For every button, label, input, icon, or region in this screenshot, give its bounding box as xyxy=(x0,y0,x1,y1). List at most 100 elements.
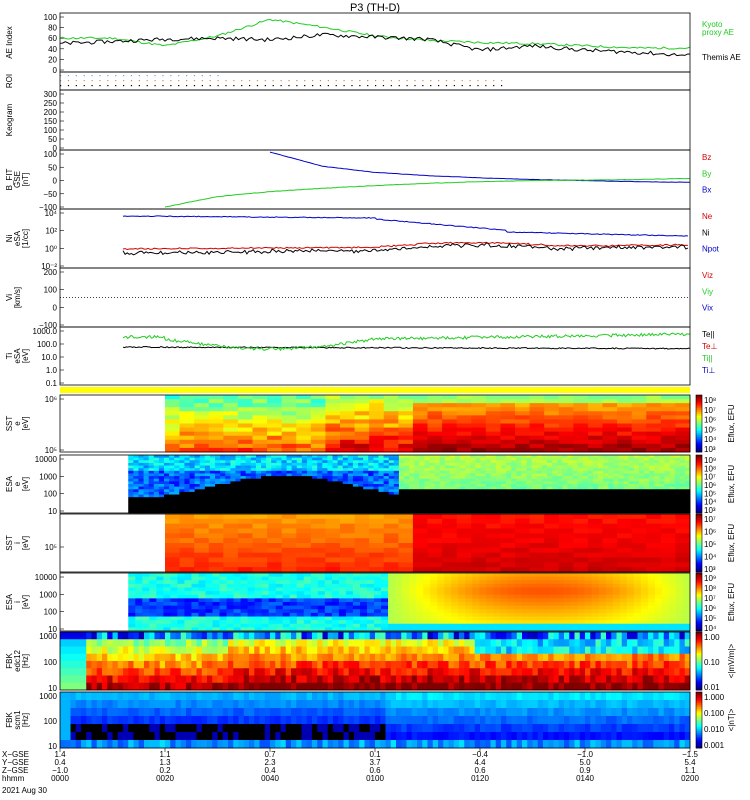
spectro-cell xyxy=(402,620,410,625)
spectro-cell xyxy=(521,476,527,480)
spectro-cell xyxy=(138,465,144,469)
spectro-cell xyxy=(179,419,195,424)
spectro-cell xyxy=(598,476,604,480)
spectro-cell xyxy=(337,494,344,498)
spectro-cell xyxy=(138,455,144,459)
spectro-cell xyxy=(267,557,283,563)
spectro-cell xyxy=(153,465,160,469)
spectro-cell xyxy=(521,594,529,599)
spectro-cell xyxy=(177,627,185,632)
spectro-cell xyxy=(649,460,655,464)
spectro-cell xyxy=(133,476,139,480)
roi-dot xyxy=(154,80,156,82)
spectro-cell xyxy=(383,528,399,534)
spectro-cell xyxy=(584,602,593,607)
roi-dot xyxy=(123,80,125,82)
spectro-cell xyxy=(369,567,385,573)
spectro-cell xyxy=(381,612,389,617)
spectro-cell xyxy=(619,627,628,632)
spectro-cell xyxy=(337,465,344,469)
spectro-cell xyxy=(317,623,326,628)
spectro-cell xyxy=(142,587,150,592)
roi-dot xyxy=(398,85,400,87)
spectro-cell xyxy=(368,476,374,480)
spectro-cell xyxy=(142,598,150,603)
spectro-cell xyxy=(501,473,507,477)
spectro-cell xyxy=(247,580,256,585)
spectro-cell xyxy=(383,484,390,488)
spectro-cell xyxy=(177,598,185,603)
spectro-cell xyxy=(536,505,543,509)
spectro-cell xyxy=(660,523,676,529)
spectro-cell xyxy=(444,499,451,503)
spectro-cell xyxy=(395,609,403,614)
spectro-cell xyxy=(531,476,538,480)
spectro-cell xyxy=(383,473,390,477)
spectro-cell xyxy=(230,484,236,488)
spectro-cell xyxy=(310,533,326,539)
spectro-cell xyxy=(337,499,344,503)
spectro-cell xyxy=(495,455,502,459)
spectro-cell xyxy=(286,502,293,506)
spectro-cell xyxy=(247,576,256,581)
spectro-cell xyxy=(646,411,662,416)
spectro-cell xyxy=(592,507,599,511)
spectro-cell xyxy=(373,494,379,498)
spectro-cell xyxy=(516,460,522,464)
spectro-cell xyxy=(669,507,676,511)
spectro-cell xyxy=(654,602,663,607)
spectro-cell xyxy=(189,465,196,469)
spectro-cell xyxy=(306,489,313,493)
spectro-cell xyxy=(220,468,226,472)
spectro-cell xyxy=(233,580,241,585)
spectro-cell xyxy=(427,567,443,573)
spectro-cell xyxy=(398,423,414,428)
spectro-cell xyxy=(170,587,178,592)
spectro-cell xyxy=(570,605,579,610)
spectro-cell xyxy=(541,486,548,490)
spectro-cell xyxy=(591,620,600,625)
spectro-cell xyxy=(612,591,621,596)
spectro-cell xyxy=(591,623,600,628)
ytick-keogram-1: 250 xyxy=(44,99,58,108)
spectro-cell xyxy=(261,510,267,514)
spectro-cell xyxy=(281,423,297,428)
spectro-cell xyxy=(638,499,645,503)
spectro-cell xyxy=(654,484,660,488)
spectro-cell xyxy=(179,470,185,474)
spectro-cell xyxy=(619,623,628,628)
spectro-cell xyxy=(501,457,507,461)
spectro-cell xyxy=(562,460,568,464)
spectro-cell xyxy=(528,602,536,607)
spectro-cell xyxy=(358,497,364,501)
roi-dot xyxy=(217,85,219,87)
spectro-cell xyxy=(414,462,420,466)
spectro-cell xyxy=(138,489,144,493)
spectro-cell xyxy=(608,491,614,495)
spectro-cell xyxy=(419,478,425,482)
spectro-cell xyxy=(429,476,436,480)
spectro-cell xyxy=(495,502,502,506)
spectro-cell xyxy=(592,478,599,482)
spectro-cell xyxy=(233,612,241,617)
spectro-cell xyxy=(577,502,584,506)
spectro-cell xyxy=(204,470,211,474)
spectro-cell xyxy=(363,468,369,472)
spectro-cell xyxy=(149,594,157,599)
spectro-cell xyxy=(644,489,650,493)
spectro-cell xyxy=(170,573,178,578)
spectro-cell xyxy=(325,547,341,554)
spectro-cell xyxy=(414,478,420,482)
spectro-cell xyxy=(368,502,374,506)
spectro-cell xyxy=(613,457,619,461)
spectro-cell xyxy=(584,627,593,632)
spectro-cell xyxy=(485,447,501,453)
spectro-cell xyxy=(198,605,206,610)
spectro-cell xyxy=(647,627,656,632)
roi-dot xyxy=(75,85,77,87)
spectro-cell xyxy=(430,573,438,578)
spectro-cell xyxy=(281,547,297,554)
spectro-cell xyxy=(647,573,656,578)
spectro-cell xyxy=(608,455,614,459)
spectro-cell xyxy=(128,598,136,603)
